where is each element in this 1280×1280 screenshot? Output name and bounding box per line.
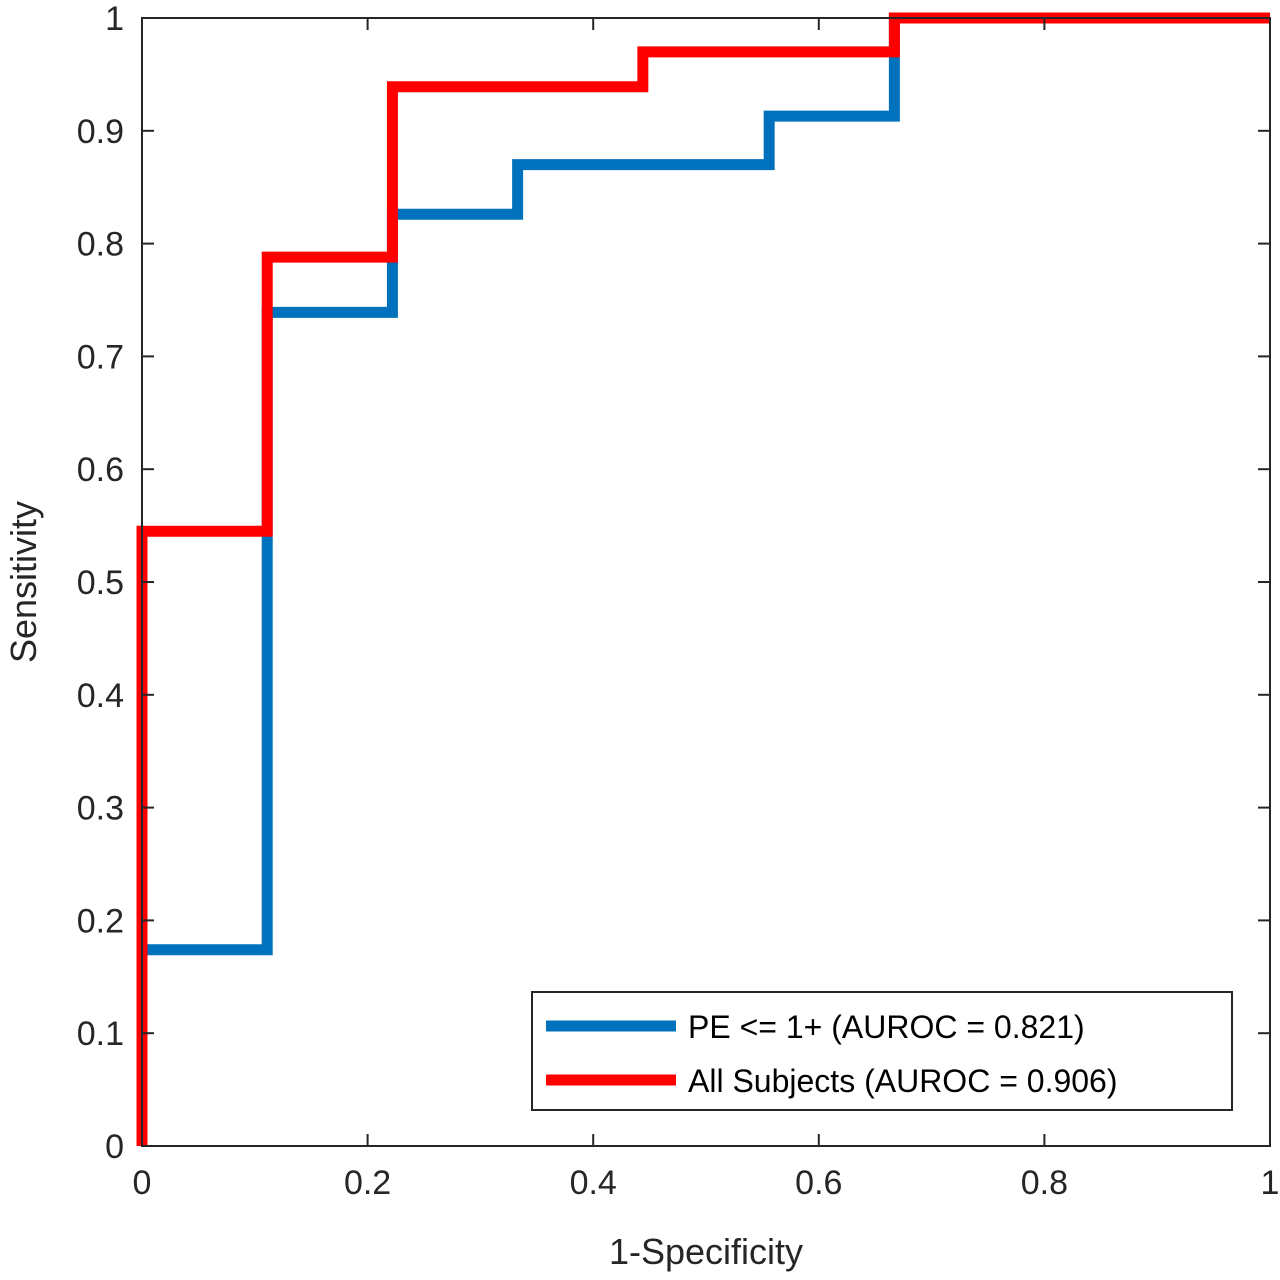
legend-label-2: All Subjects (AUROC = 0.906)	[688, 1063, 1118, 1099]
x-tick-label: 0.6	[795, 1164, 842, 1202]
plot-background	[142, 18, 1270, 1146]
y-tick-label: 1	[105, 0, 124, 38]
x-tick-label: 1	[1261, 1164, 1280, 1202]
y-tick-label: 0.5	[77, 564, 124, 602]
y-ticks: 0 0.1 0.2 0.3 0.4 0.5 0.6 0.7 0.8 0.9 1	[77, 0, 1270, 1166]
x-tick-label: 0.2	[344, 1164, 391, 1202]
y-tick-label: 0.4	[77, 677, 124, 715]
y-tick-label: 0.6	[77, 451, 124, 489]
x-tick-label: 0.8	[1021, 1164, 1068, 1202]
series-layer	[136, 12, 1270, 1146]
x-tick-label: 0	[133, 1164, 152, 1202]
y-tick-label: 0.7	[77, 338, 124, 376]
x-tick-label: 0.4	[570, 1164, 617, 1202]
plot-area	[142, 18, 1270, 1146]
legend-box	[531, 991, 1233, 1111]
legend: PE <= 1+ (AUROC = 0.821) All Subjects (AU…	[531, 991, 1233, 1111]
y-tick-label: 0.9	[77, 113, 124, 151]
y-axis-label: Sensitivity	[3, 501, 44, 663]
x-axis-label: 1-Specificity	[609, 1231, 803, 1272]
legend-label-1: PE <= 1+ (AUROC = 0.821)	[688, 1009, 1085, 1045]
y-tick-label: 0.3	[77, 790, 124, 828]
x-ticks: 0 0.2 0.4 0.6 0.8 1	[133, 18, 1280, 1202]
y-tick-label: 0.8	[77, 226, 124, 264]
y-tick-label: 0	[105, 1128, 124, 1166]
series-line-1	[136, 12, 1270, 1146]
series-line-2	[136, 12, 1270, 1146]
y-tick-label: 0.2	[77, 902, 124, 940]
y-tick-label: 0.1	[77, 1015, 124, 1053]
